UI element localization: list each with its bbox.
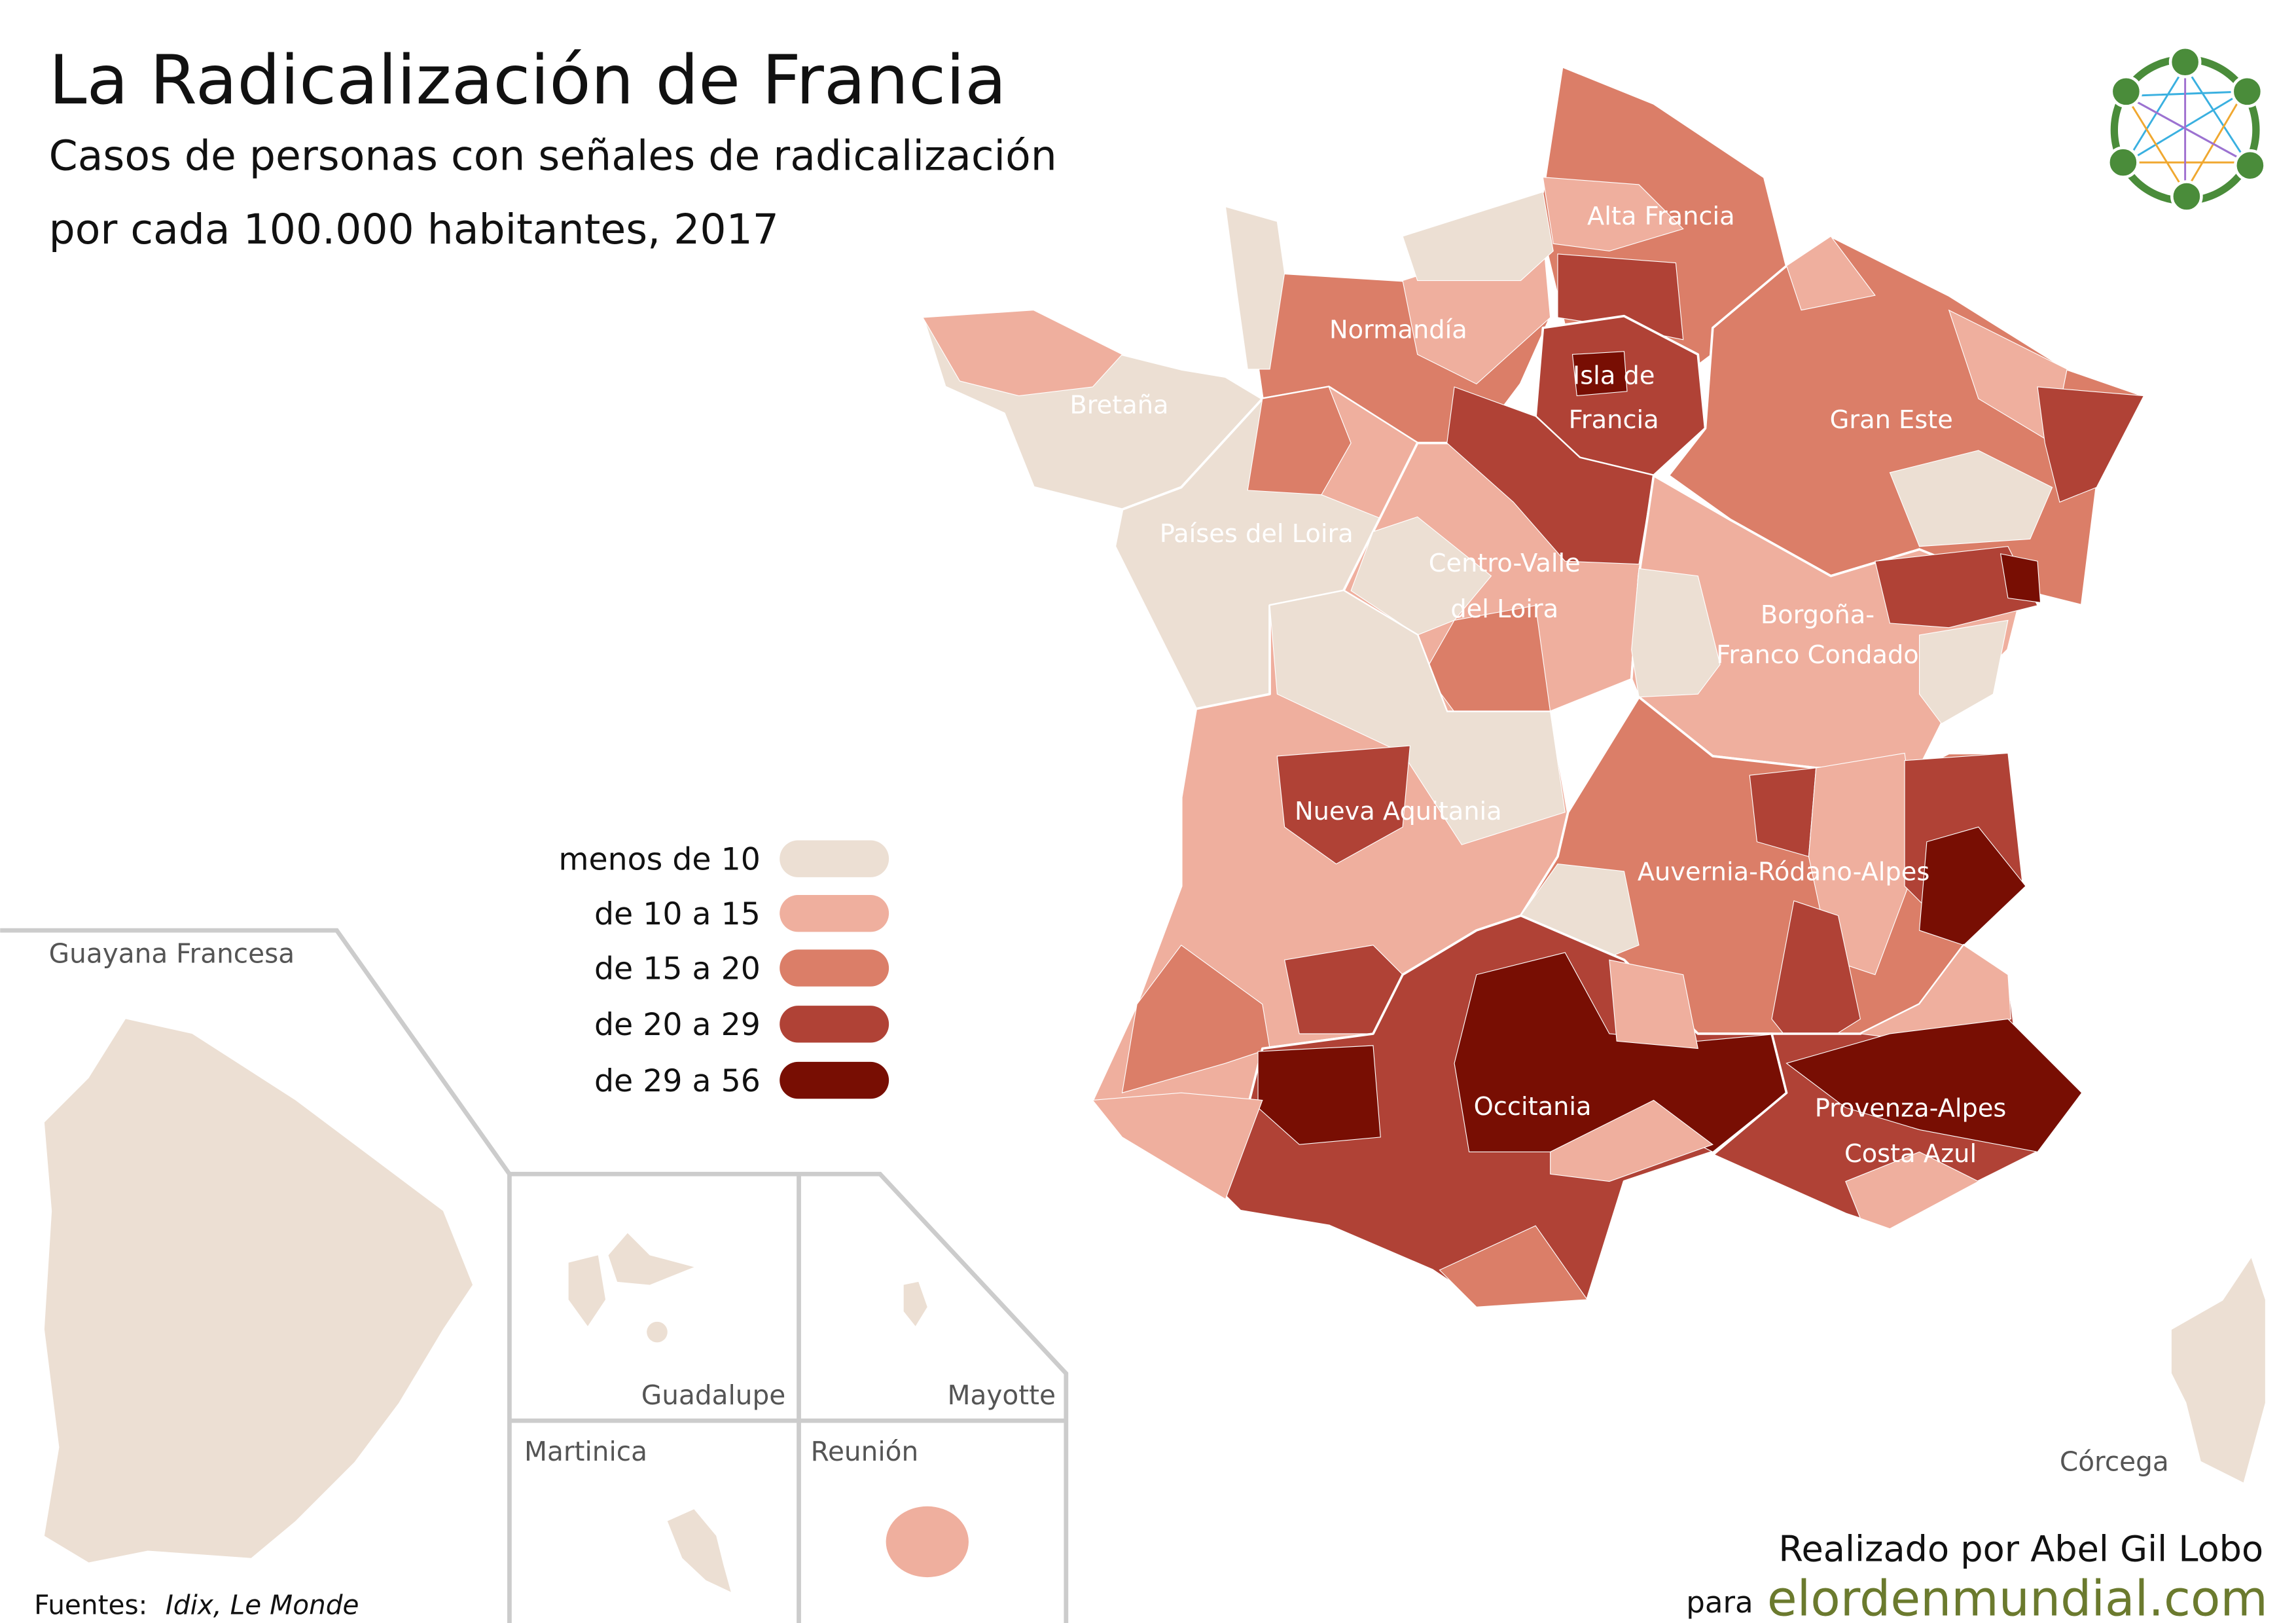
label-reunion: Reunión	[811, 1436, 919, 1467]
legend: menos de 10 de 10 a 15 de 15 a 20 de 20 …	[558, 840, 889, 1099]
page-title: La Radicalización de Francia	[49, 41, 1007, 120]
label-centro-2: del Loira	[1450, 594, 1558, 624]
inset-frame	[509, 1171, 1069, 1623]
label-gran-este: Gran Este	[1830, 405, 1953, 435]
subtitle-line-2: por cada 100.000 habitantes, 2017	[49, 205, 779, 253]
department-shape	[1439, 1225, 1588, 1307]
department-shape	[1269, 590, 1566, 845]
department-shape	[1550, 1099, 1713, 1182]
legend-label: de 10 a 15	[594, 896, 761, 932]
department-shape	[1257, 1045, 1381, 1145]
legend-label: de 15 a 20	[594, 951, 761, 987]
label-provenza-1: Provenza-Alpes	[1815, 1093, 2007, 1123]
legend-swatch	[780, 894, 889, 932]
label-guadalupe: Guadalupe	[641, 1379, 785, 1411]
department-shape	[1225, 206, 1285, 370]
department-shape	[1542, 177, 1684, 252]
department-shape	[1918, 826, 2026, 946]
para-text: para	[1686, 1585, 1753, 1620]
department-shape	[1402, 191, 1554, 282]
department-shape	[1845, 1151, 1980, 1230]
department-shape	[1785, 1018, 2083, 1153]
label-nueva-aquitania: Nueva Aquitania	[1295, 797, 1502, 826]
department-shape	[1919, 619, 2009, 725]
department-shape	[2000, 553, 2041, 603]
label-normandia: Normandía	[1329, 316, 1467, 345]
label-martinica: Martinica	[524, 1436, 647, 1467]
guadalupe-island	[647, 1321, 668, 1343]
department-shape	[1276, 745, 1411, 865]
label-occitania: Occitania	[1474, 1092, 1592, 1122]
department-shape	[922, 310, 1123, 397]
legend-label: de 29 a 56	[594, 1063, 761, 1099]
legend-label: de 20 a 29	[594, 1007, 761, 1043]
guayana-shape	[44, 1019, 473, 1563]
legend-swatch	[780, 1006, 889, 1043]
label-auvernia: Auvernia-Ródano-Alpes	[1638, 857, 1929, 886]
region-corcega	[2169, 1254, 2268, 1486]
label-borgona-2: Franco Condado	[1716, 640, 1919, 670]
department-shape	[1631, 568, 1721, 698]
department-shape	[1092, 1092, 1263, 1200]
sources-text: Idix, Le Monde	[166, 1589, 359, 1620]
guadalupe-shape	[568, 1255, 606, 1326]
credit-text: Realizado por Abel Gil Lobo	[1778, 1528, 2263, 1569]
martinica-shape	[667, 1509, 731, 1592]
department-shape	[1889, 450, 2053, 547]
france-mainland	[922, 65, 2268, 1486]
label-paises-del-loira: Países del Loira	[1160, 519, 1354, 549]
reunion-shape	[886, 1506, 969, 1578]
sources-label: Fuentes:	[34, 1589, 147, 1620]
overseas-insets: Guayana Francesa Guadalupe Mayotte Marti…	[0, 928, 1069, 1623]
subtitle-line-1: Casos de personas con señales de radical…	[49, 131, 1057, 179]
label-bretana: Bretaña	[1069, 391, 1168, 420]
site-link[interactable]: elordenmundial.com	[1767, 1571, 2268, 1623]
label-alta-francia: Alta Francia	[1587, 202, 1735, 231]
department-shape	[1874, 546, 2038, 629]
department-shape	[1446, 386, 1655, 565]
legend-label: menos de 10	[558, 842, 761, 878]
label-borgona-1: Borgoña-	[1761, 600, 1874, 630]
legend-swatch	[780, 1061, 889, 1099]
label-mayotte: Mayotte	[947, 1379, 1056, 1411]
legend-swatch	[780, 949, 889, 987]
label-centro-1: Centro-Valle	[1429, 549, 1581, 578]
region-labels: Alta Francia Normandía Bretaña Isla de F…	[1069, 202, 2168, 1478]
department-shape	[1785, 236, 1876, 311]
label-isla-de-francia-2: Francia	[1569, 405, 1659, 435]
label-guayana: Guayana Francesa	[49, 938, 295, 970]
guadalupe-shape	[608, 1233, 694, 1285]
el-orden-mundial-logo	[2107, 45, 2267, 213]
department-shape	[1571, 351, 1628, 397]
label-provenza-2: Costa Azul	[1844, 1139, 1977, 1169]
legend-swatch	[780, 840, 889, 877]
label-isla-de-francia-1: Isla de	[1573, 361, 1655, 390]
label-corcega: Córcega	[2060, 1446, 2169, 1478]
inset-frame	[0, 928, 512, 1623]
department-shape	[2037, 386, 2145, 503]
mayotte-shape	[903, 1281, 927, 1326]
department-shape	[1609, 959, 1698, 1049]
